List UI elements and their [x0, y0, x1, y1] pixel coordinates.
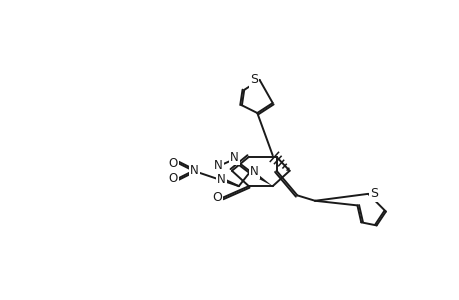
Polygon shape [248, 169, 272, 186]
Text: O: O [168, 172, 178, 185]
Text: N: N [213, 159, 222, 172]
Text: O: O [168, 157, 178, 169]
Text: N: N [216, 173, 225, 186]
Text: S: S [369, 187, 378, 200]
Text: O: O [212, 191, 222, 204]
Text: S: S [250, 74, 257, 86]
Text: N: N [190, 164, 198, 177]
Text: N: N [249, 165, 258, 178]
Text: N: N [230, 151, 238, 164]
